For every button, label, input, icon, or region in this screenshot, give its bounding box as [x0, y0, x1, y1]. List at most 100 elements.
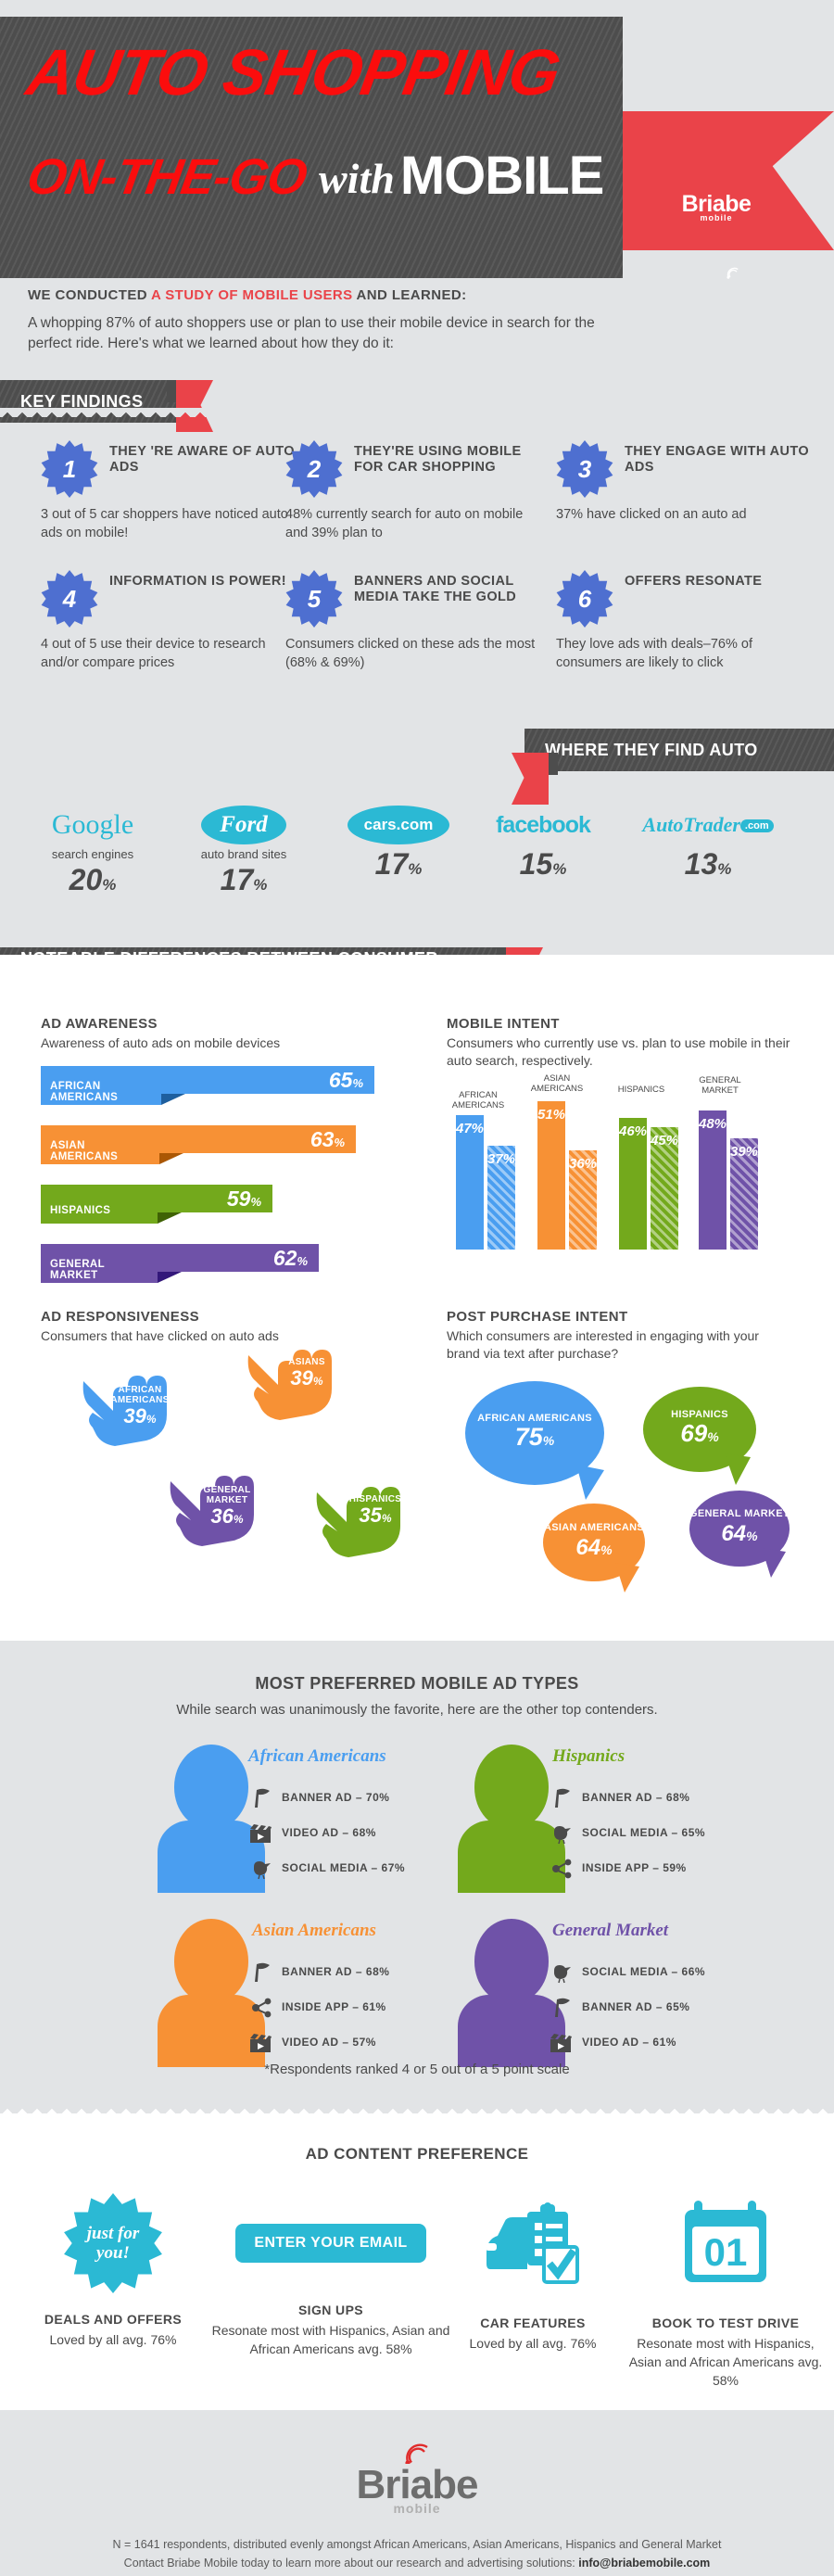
- intro-kicker-pre: WE CONDUCTED: [28, 287, 151, 303]
- section-tab-where-find: WHERE THEY FIND AUTO: [524, 729, 834, 771]
- key-finding-3-heading: THEY ENGAGE WITH AUTO ADS: [625, 444, 810, 475]
- notch-red-bottom-2: [512, 777, 549, 805]
- share-icon: [552, 1859, 572, 1879]
- ad-responsiveness-subtitle: Consumers that have clicked on auto ads: [41, 1328, 279, 1343]
- bird-icon: [554, 1965, 571, 1984]
- google-pct-sign: %: [102, 876, 117, 894]
- calendar-icon: 01: [685, 2201, 766, 2282]
- cars-logo: cars.com: [334, 805, 463, 845]
- footer-brand-sub: mobile: [393, 2501, 441, 2516]
- key-finding-1-body: 3 out of 5 car shoppers have noticed aut…: [41, 507, 288, 540]
- ford-logo: Ford: [174, 805, 313, 845]
- vb-group-label-1: ASIAN AMERICANS: [530, 1073, 584, 1094]
- badge-star-4: 4: [41, 570, 98, 628]
- ad-pref-title-0: DEALS AND OFFERS: [44, 2312, 183, 2327]
- ad-pref-sign-ups: ENTER YOUR EMAIL SIGN UPS Resonate most …: [206, 2193, 456, 2358]
- pref-row-3-2: VIDEO AD – 61%: [582, 2036, 676, 2049]
- key-finding-1-heading: THEY 'RE AWARE OF AUTO ADS: [109, 444, 295, 475]
- ribbon-top-shape: [612, 111, 834, 167]
- calendar-day-number: 01: [704, 2230, 748, 2274]
- pref-group-name-3: General Market: [552, 1921, 669, 1940]
- burst-line2: you!: [96, 2243, 130, 2263]
- chart-mobile-intent: MOBILE INTENT Consumers who currently us…: [447, 1016, 817, 1250]
- hand-num-1: 39: [290, 1366, 313, 1390]
- pointing-hand-icon: [82, 1376, 167, 1446]
- hero-on-the-go: ON-THE-GO: [23, 149, 310, 205]
- badge-star-3: 3: [556, 440, 613, 498]
- vb-bar-0-0: 47%: [456, 1115, 484, 1250]
- footer-contact-email[interactable]: info@briabemobile.com: [578, 2557, 711, 2570]
- vb-val-1-0: 51%: [537, 1107, 566, 1123]
- bar-row-hispanics: 59% HISPANICS: [41, 1185, 430, 1227]
- vb-bar-0-1: 37%: [487, 1146, 515, 1250]
- section-tab-where-find-label: WHERE THEY FIND AUTO: [545, 740, 758, 759]
- ad-responsiveness-title: AD RESPONSIVENESS: [41, 1309, 200, 1325]
- source-autotrader-value: 13%: [615, 847, 801, 882]
- hand-value-1: 39%: [290, 1366, 323, 1390]
- post-purchase-subtitle: Which consumers are interested in engagi…: [447, 1328, 759, 1361]
- preferred-title: MOST PREFERRED MOBILE AD TYPES: [255, 1674, 579, 1693]
- person-head-2: [174, 1919, 248, 2004]
- enter-your-email-button[interactable]: ENTER YOUR EMAIL: [235, 2224, 426, 2263]
- bar-label-2: HISPANICS: [41, 1198, 158, 1224]
- hand-label-2: GENERAL MARKET: [203, 1485, 251, 1505]
- ad-pref-title-3: BOOK TO TEST DRIVE: [651, 2316, 800, 2330]
- hand-num-0: 39: [123, 1404, 146, 1428]
- bubble-num-2: 64: [575, 1535, 601, 1560]
- ford-pct-num: 17: [220, 863, 254, 896]
- bubble-label-1: HISPANICS: [671, 1409, 728, 1420]
- hand-label-0: AFRICAN AMERICANS: [110, 1385, 170, 1405]
- car-checklist-icon: [486, 2202, 579, 2284]
- intro-kicker-post: AND LEARNED:: [352, 287, 467, 303]
- zigzag-divider-2: [0, 732, 834, 742]
- footer-brand-word: Briabe: [356, 2462, 479, 2507]
- footer-section: Briabe mobile N = 1641 respondents, dist…: [0, 2410, 834, 2576]
- key-finding-6-body: They love ads with deals–76% of consumer…: [556, 637, 752, 670]
- notch-red-top: [176, 380, 213, 406]
- person-figure-2: [158, 1919, 265, 2067]
- footer-note-1: N = 1641 respondents, distributed evenly…: [112, 2538, 722, 2551]
- bubble-general-market: GENERAL MARKET 64%: [689, 1491, 790, 1567]
- preferred-ad-types-section: MOST PREFERRED MOBILE AD TYPES While sea…: [0, 1650, 834, 2104]
- source-facebook-value: 15%: [478, 847, 608, 882]
- source-cars-value: 17%: [334, 847, 463, 882]
- pointing-hand-icon: [247, 1350, 332, 1420]
- flag-icon: [555, 1788, 570, 1808]
- hero-with: with: [318, 155, 395, 202]
- google-logo: Google: [28, 805, 158, 845]
- source-google-value: 20%: [28, 863, 158, 897]
- bar-row-general-market: 62% GENERAL MARKET: [41, 1244, 430, 1287]
- pref-row-3-0: SOCIAL MEDIA – 66%: [582, 1965, 706, 1978]
- person-body-2: [158, 1995, 265, 2067]
- pref-row-0-2: SOCIAL MEDIA – 67%: [282, 1861, 406, 1874]
- vb-val-0-1: 37%: [487, 1151, 516, 1167]
- header-briabe-logo: Briabe mobile: [656, 193, 777, 279]
- person-figure-3: [458, 1919, 565, 2067]
- hand-value-0: 39%: [123, 1404, 157, 1428]
- vb-bar-3-1: 39%: [730, 1138, 758, 1250]
- footer-note-2-pre: Contact Briabe Mobile today to learn mor…: [123, 2557, 579, 2570]
- bubble-tail-icon: [762, 1548, 786, 1578]
- bubble-value-1: 69%: [680, 1419, 719, 1447]
- bubble-num-3: 64: [721, 1521, 747, 1546]
- source-google-label: search engines: [51, 847, 134, 861]
- autotrader-name: AutoTrader: [642, 813, 740, 836]
- zigzag-divider-1: [0, 408, 834, 417]
- key-finding-6-heading: OFFERS RESONATE: [625, 574, 763, 589]
- key-findings-tab-notch: [167, 380, 213, 432]
- bubble-label-2: ASIAN AMERICANS: [544, 1522, 644, 1533]
- intro-kicker: WE CONDUCTED A STUDY OF MOBILE USERS AND…: [28, 287, 621, 304]
- ad-pref-title-1: SIGN UPS: [297, 2303, 364, 2317]
- bar-value-2: 59%: [226, 1186, 261, 1211]
- pref-row-1-2: INSIDE APP – 59%: [582, 1861, 687, 1874]
- hand-asians: ASIANS 39%: [237, 1329, 348, 1426]
- where-find-tab-notch: [512, 753, 558, 805]
- hand-text-2: GENERAL MARKET 36%: [185, 1485, 269, 1530]
- person-head-1: [474, 1745, 549, 1830]
- zigzag-divider-5: [0, 2410, 834, 2419]
- bubble-value-3: 64%: [721, 1521, 758, 1546]
- bubble-value-0: 75%: [514, 1423, 555, 1451]
- person-body-0: [158, 1821, 265, 1893]
- preferred-subtitle: While search was unanimously the favorit…: [176, 1702, 658, 1718]
- pref-group-name-2: Asian Americans: [252, 1921, 376, 1940]
